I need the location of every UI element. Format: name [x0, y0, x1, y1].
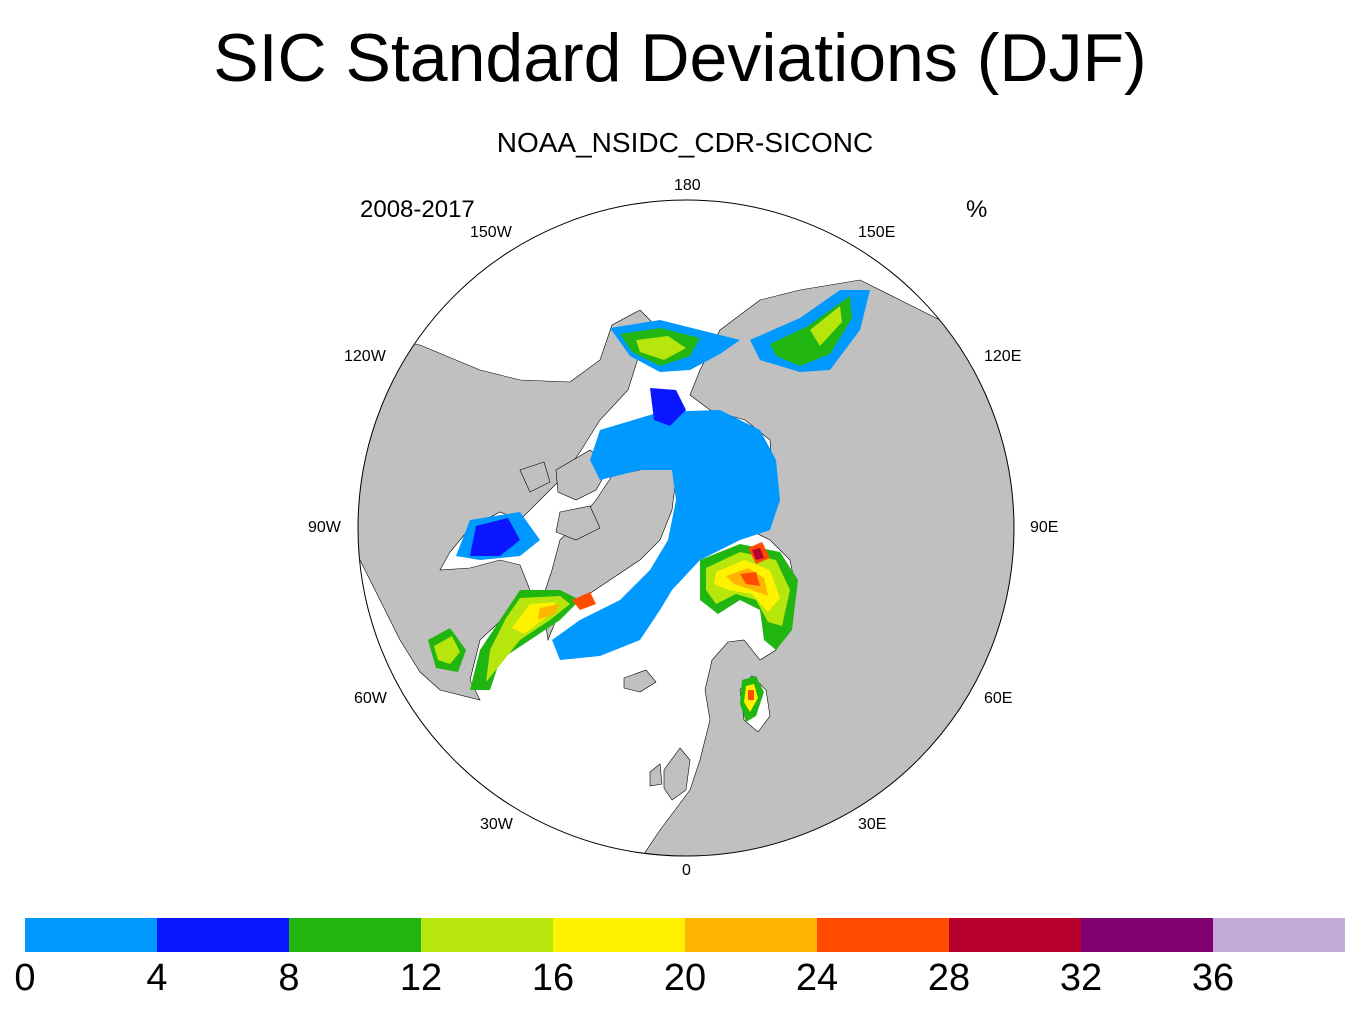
colorbar-tick-label: 28 — [927, 957, 971, 999]
map-title: SIC Standard Deviations (DJF) — [213, 20, 1147, 96]
polar-stereographic-map — [357, 199, 1015, 857]
colorbar-swatch — [817, 918, 949, 952]
units-label: % — [966, 196, 988, 223]
lon-label-60w: 60W — [354, 690, 387, 707]
lon-label-150w: 150W — [470, 224, 512, 241]
colorbar-swatch — [1081, 918, 1213, 952]
colorbar-swatch — [1213, 918, 1345, 952]
lon-label-30w: 30W — [480, 816, 513, 833]
land-arctic-archipelago — [519, 449, 611, 541]
period-label: 2008-2017 — [360, 196, 475, 223]
colorbar-tick-label: 32 — [1059, 957, 1103, 999]
lon-label-150e: 150E — [858, 224, 896, 241]
colorbar-swatch — [685, 918, 817, 952]
colorbar-tick-label: 12 — [399, 957, 443, 999]
map-content — [358, 279, 1014, 856]
colorbar-swatch — [25, 918, 157, 952]
colorbar-tick-label: 36 — [1191, 957, 1235, 999]
colorbar-swatch — [289, 918, 421, 952]
dataset-subtitle: NOAA_NSIDC_CDR-SICONC — [496, 127, 874, 158]
lon-label-60e: 60E — [984, 690, 1013, 707]
map-boundary — [357, 199, 1015, 857]
lon-label-120e: 120E — [984, 348, 1022, 365]
land-iceland — [623, 669, 657, 693]
lon-label-90e: 90E — [1030, 519, 1059, 536]
colorbar — [25, 918, 1345, 952]
lon-label-120w: 120W — [344, 348, 386, 365]
colorbar-tick-label: 8 — [278, 957, 300, 999]
colorbar-tick-label: 4 — [146, 957, 168, 999]
lon-label-30e: 30E — [858, 816, 887, 833]
colorbar-swatch — [949, 918, 1081, 952]
colorbar-swatch — [157, 918, 289, 952]
lon-label-180: 180 — [674, 177, 701, 194]
lon-label-90w: 90W — [308, 519, 341, 536]
colorbar-swatch — [553, 918, 685, 952]
sea-ice-std-field — [428, 290, 870, 722]
colorbar-tick-label: 0 — [14, 957, 36, 999]
colorbar-tick-label: 16 — [531, 957, 575, 999]
colorbar-tick-label: 20 — [663, 957, 707, 999]
land-british-isles — [649, 747, 691, 801]
colorbar-tick-label: 24 — [795, 957, 839, 999]
lon-label-0: 0 — [682, 862, 691, 879]
colorbar-swatch — [421, 918, 553, 952]
